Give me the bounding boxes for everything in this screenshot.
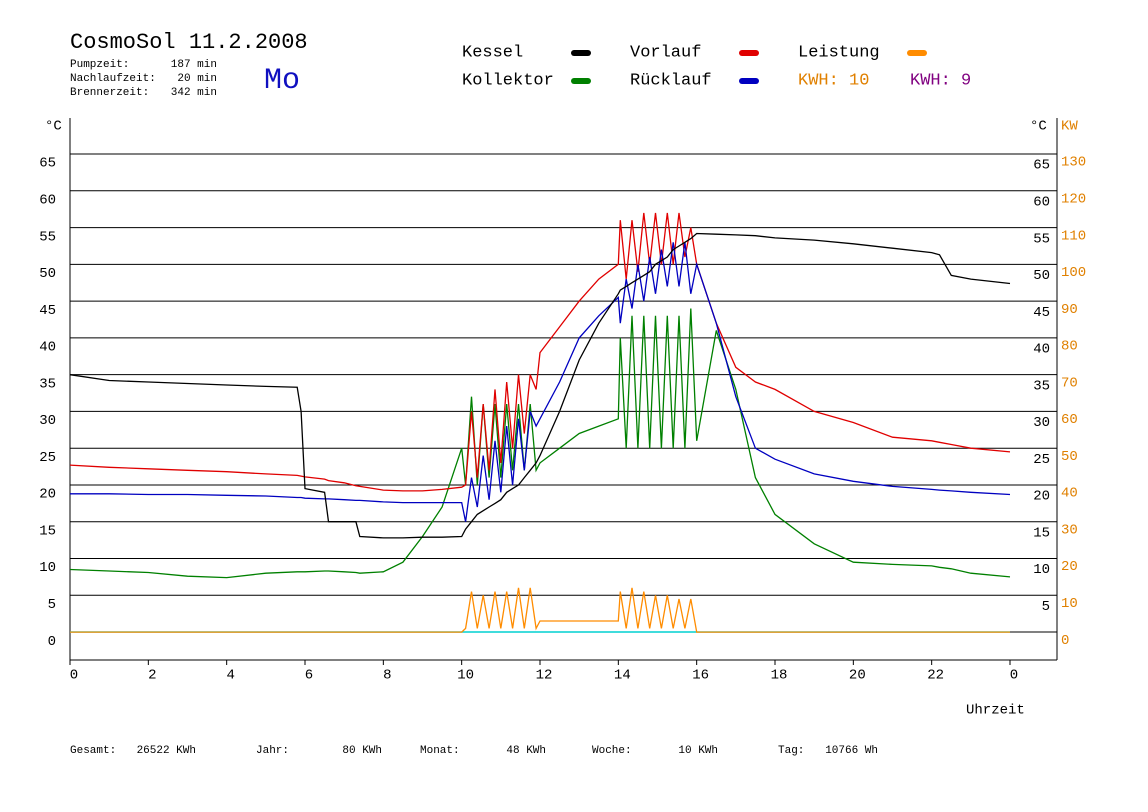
x-tick-label: 18 (771, 668, 788, 684)
y2-tick-label: 90 (1061, 302, 1078, 318)
y-tick-label: 50 (39, 266, 56, 282)
footer-value: 26522 KWh (137, 745, 196, 757)
footer-value: 10766 Wh (825, 745, 878, 757)
y2-tick-label: 80 (1061, 339, 1078, 355)
y-tick-label-right: 15 (1033, 525, 1050, 541)
chart-title: CosmoSol 11.2.2008 (70, 30, 308, 55)
y-tick-label-right: 45 (1033, 305, 1050, 321)
y-tick-label-right: 35 (1033, 378, 1050, 394)
x-tick-label: 16 (692, 668, 709, 684)
stat-value: 187 min (171, 59, 217, 71)
footer-label: Tag: (778, 745, 804, 757)
y2-tick-label: 70 (1061, 375, 1078, 391)
x-tick-label: 10 (457, 668, 474, 684)
footer-label: Monat: (420, 745, 460, 757)
y-tick-label: 35 (39, 376, 56, 392)
kwh-label: KWH: 10 (798, 71, 869, 90)
y2-tick-label: 30 (1061, 522, 1078, 538)
y-tick-label: 55 (39, 229, 56, 245)
y-tick-label: 25 (39, 450, 56, 466)
y2-tick-label: 100 (1061, 265, 1086, 281)
series-line (70, 587, 1010, 633)
y-axis-label: °C (45, 119, 62, 135)
y-tick-label: 5 (48, 597, 56, 613)
y2-axis-label: KW (1061, 119, 1078, 135)
y-tick-label: 65 (39, 156, 56, 172)
y-tick-label-right: 50 (1033, 268, 1050, 284)
stat-value: 20 min (177, 73, 217, 85)
x-tick-label: 0 (70, 668, 78, 684)
stat-label: Nachlaufzeit: (70, 73, 156, 85)
y-tick-label-right: 10 (1033, 562, 1050, 578)
y-tick-label-right: 25 (1033, 452, 1050, 468)
y-tick-label-right: 65 (1033, 158, 1050, 174)
y2-tick-label: 120 (1061, 192, 1086, 208)
series-line (70, 242, 1011, 522)
y-tick-label: 60 (39, 193, 56, 209)
y2-tick-label: 20 (1061, 559, 1078, 575)
footer-value: 48 KWh (506, 745, 546, 757)
legend-label: Vorlauf (630, 43, 701, 62)
y-tick-label: 10 (39, 560, 56, 576)
y2-tick-label: 10 (1061, 596, 1078, 612)
x-tick-label: 8 (383, 668, 391, 684)
x-tick-label: 14 (614, 668, 631, 684)
y-tick-label: 40 (39, 340, 56, 356)
y-tick-label-right: 55 (1033, 231, 1050, 247)
legend-label: Rücklauf (630, 71, 712, 90)
x-tick-label: 6 (305, 668, 313, 684)
y-axis-label-right: °C (1030, 119, 1047, 135)
y-tick-label: 15 (39, 523, 56, 539)
y-tick-label-right: 30 (1033, 415, 1050, 431)
footer-value: 10 KWh (678, 745, 718, 757)
x-axis-label: Uhrzeit (966, 703, 1025, 719)
y2-tick-label: 110 (1061, 228, 1086, 244)
y2-tick-label: 40 (1061, 486, 1078, 502)
x-tick-label: 20 (849, 668, 866, 684)
y-tick-label-right: 5 (1042, 599, 1050, 615)
y-tick-label: 0 (48, 634, 56, 650)
footer-label: Jahr: (256, 745, 289, 757)
series-line (69, 232, 1011, 539)
y-tick-label: 20 (39, 487, 56, 503)
weekday: Mo (264, 64, 300, 98)
series-line (69, 212, 1011, 492)
y-tick-label-right: 60 (1033, 195, 1050, 211)
legend-label: Kollektor (462, 71, 554, 90)
x-tick-label: 2 (148, 668, 156, 684)
y-tick-label: 45 (39, 303, 56, 319)
y2-tick-label: 130 (1061, 155, 1086, 171)
y2-tick-label: 60 (1061, 412, 1078, 428)
x-tick-label: 12 (536, 668, 553, 684)
y-tick-label-right: 40 (1033, 342, 1050, 358)
x-tick-label: 0 (1010, 668, 1018, 684)
footer-value: 80 KWh (342, 745, 382, 757)
legend-label: Kessel (462, 43, 523, 62)
stat-label: Brennerzeit: (70, 87, 149, 99)
footer-label: Gesamt: (70, 745, 116, 757)
y-tick-label: 30 (39, 413, 56, 429)
y-tick-label-right: 20 (1033, 489, 1050, 505)
x-tick-label: 22 (927, 668, 944, 684)
footer-label: Woche: (592, 745, 632, 757)
stat-label: Pumpzeit: (70, 59, 129, 71)
x-tick-label: 4 (226, 668, 234, 684)
y2-tick-label: 0 (1061, 633, 1069, 649)
y2-tick-label: 50 (1061, 449, 1078, 465)
stat-value: 342 min (171, 87, 217, 99)
legend-label: Leistung (798, 43, 880, 62)
kwh-label: KWH: 9 (910, 71, 971, 90)
